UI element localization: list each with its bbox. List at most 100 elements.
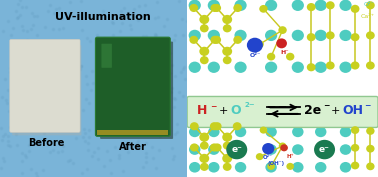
- Text: O²⁻: O²⁻: [262, 155, 272, 160]
- Circle shape: [339, 0, 352, 11]
- Circle shape: [233, 36, 242, 44]
- Circle shape: [247, 38, 263, 53]
- Circle shape: [287, 163, 294, 170]
- Circle shape: [199, 47, 209, 56]
- Circle shape: [222, 154, 232, 163]
- Circle shape: [199, 133, 209, 142]
- Circle shape: [314, 0, 327, 11]
- Circle shape: [351, 144, 359, 152]
- Circle shape: [211, 4, 219, 12]
- Circle shape: [222, 133, 232, 142]
- Text: (OH⁻): (OH⁻): [267, 161, 284, 166]
- Circle shape: [213, 143, 222, 152]
- Circle shape: [326, 31, 335, 39]
- Circle shape: [256, 153, 263, 160]
- Circle shape: [351, 33, 359, 41]
- Circle shape: [200, 163, 209, 171]
- Text: Ca²⁺: Ca²⁺: [360, 14, 374, 19]
- Bar: [187, 0, 378, 98]
- Bar: [187, 127, 378, 177]
- Text: UV-illumination: UV-illumination: [55, 12, 151, 22]
- Text: +: +: [218, 106, 228, 116]
- Circle shape: [223, 142, 232, 150]
- Circle shape: [190, 122, 199, 130]
- FancyBboxPatch shape: [10, 39, 80, 132]
- Circle shape: [366, 61, 375, 70]
- Circle shape: [234, 0, 247, 11]
- Circle shape: [212, 4, 221, 12]
- Circle shape: [208, 0, 220, 11]
- Circle shape: [223, 56, 232, 64]
- Circle shape: [189, 162, 200, 173]
- Circle shape: [265, 127, 277, 137]
- Circle shape: [366, 145, 375, 153]
- Circle shape: [208, 30, 220, 41]
- Circle shape: [278, 26, 287, 34]
- Circle shape: [340, 162, 351, 173]
- Circle shape: [292, 144, 304, 155]
- Circle shape: [190, 143, 199, 152]
- Circle shape: [213, 122, 222, 130]
- Text: O²⁻: O²⁻: [363, 2, 374, 7]
- Circle shape: [210, 122, 218, 130]
- Text: 2e: 2e: [304, 104, 321, 117]
- Circle shape: [339, 62, 352, 73]
- Circle shape: [222, 47, 232, 56]
- Circle shape: [267, 163, 275, 170]
- Circle shape: [235, 162, 246, 173]
- Circle shape: [208, 144, 220, 155]
- Circle shape: [189, 0, 201, 11]
- Circle shape: [212, 36, 221, 44]
- Circle shape: [233, 143, 242, 152]
- Circle shape: [351, 61, 359, 70]
- Circle shape: [366, 162, 375, 170]
- Circle shape: [199, 15, 209, 24]
- Circle shape: [262, 143, 274, 154]
- Circle shape: [292, 162, 304, 173]
- Circle shape: [279, 142, 287, 150]
- Text: O: O: [230, 104, 241, 117]
- Circle shape: [200, 24, 209, 32]
- FancyBboxPatch shape: [100, 42, 173, 139]
- Circle shape: [366, 1, 375, 9]
- Circle shape: [260, 127, 267, 134]
- Circle shape: [314, 62, 327, 73]
- Text: −: −: [324, 101, 330, 110]
- Text: After: After: [119, 142, 147, 152]
- Text: H: H: [197, 104, 207, 117]
- Circle shape: [189, 127, 200, 137]
- Circle shape: [315, 127, 327, 137]
- Circle shape: [211, 36, 219, 44]
- Bar: [97, 130, 168, 135]
- Circle shape: [189, 30, 201, 41]
- Circle shape: [307, 63, 316, 71]
- Circle shape: [265, 62, 277, 73]
- Circle shape: [339, 30, 352, 41]
- Circle shape: [286, 53, 294, 61]
- Circle shape: [351, 5, 359, 13]
- Circle shape: [351, 162, 359, 169]
- Text: 2−: 2−: [244, 102, 255, 108]
- Circle shape: [265, 30, 277, 41]
- Circle shape: [267, 53, 275, 61]
- Circle shape: [276, 38, 287, 48]
- Circle shape: [292, 0, 304, 11]
- Circle shape: [235, 144, 246, 155]
- Circle shape: [189, 144, 200, 155]
- Text: e⁻: e⁻: [319, 145, 330, 154]
- FancyBboxPatch shape: [101, 44, 112, 68]
- Circle shape: [234, 62, 247, 73]
- Circle shape: [256, 40, 264, 48]
- Circle shape: [366, 127, 375, 135]
- Circle shape: [222, 15, 232, 24]
- Circle shape: [208, 127, 220, 137]
- Circle shape: [235, 127, 246, 137]
- Circle shape: [315, 144, 327, 155]
- Circle shape: [210, 143, 218, 152]
- Circle shape: [292, 30, 304, 41]
- FancyBboxPatch shape: [12, 45, 81, 135]
- Circle shape: [265, 0, 277, 11]
- Circle shape: [200, 142, 209, 150]
- Text: OH: OH: [343, 104, 364, 117]
- Circle shape: [280, 144, 288, 151]
